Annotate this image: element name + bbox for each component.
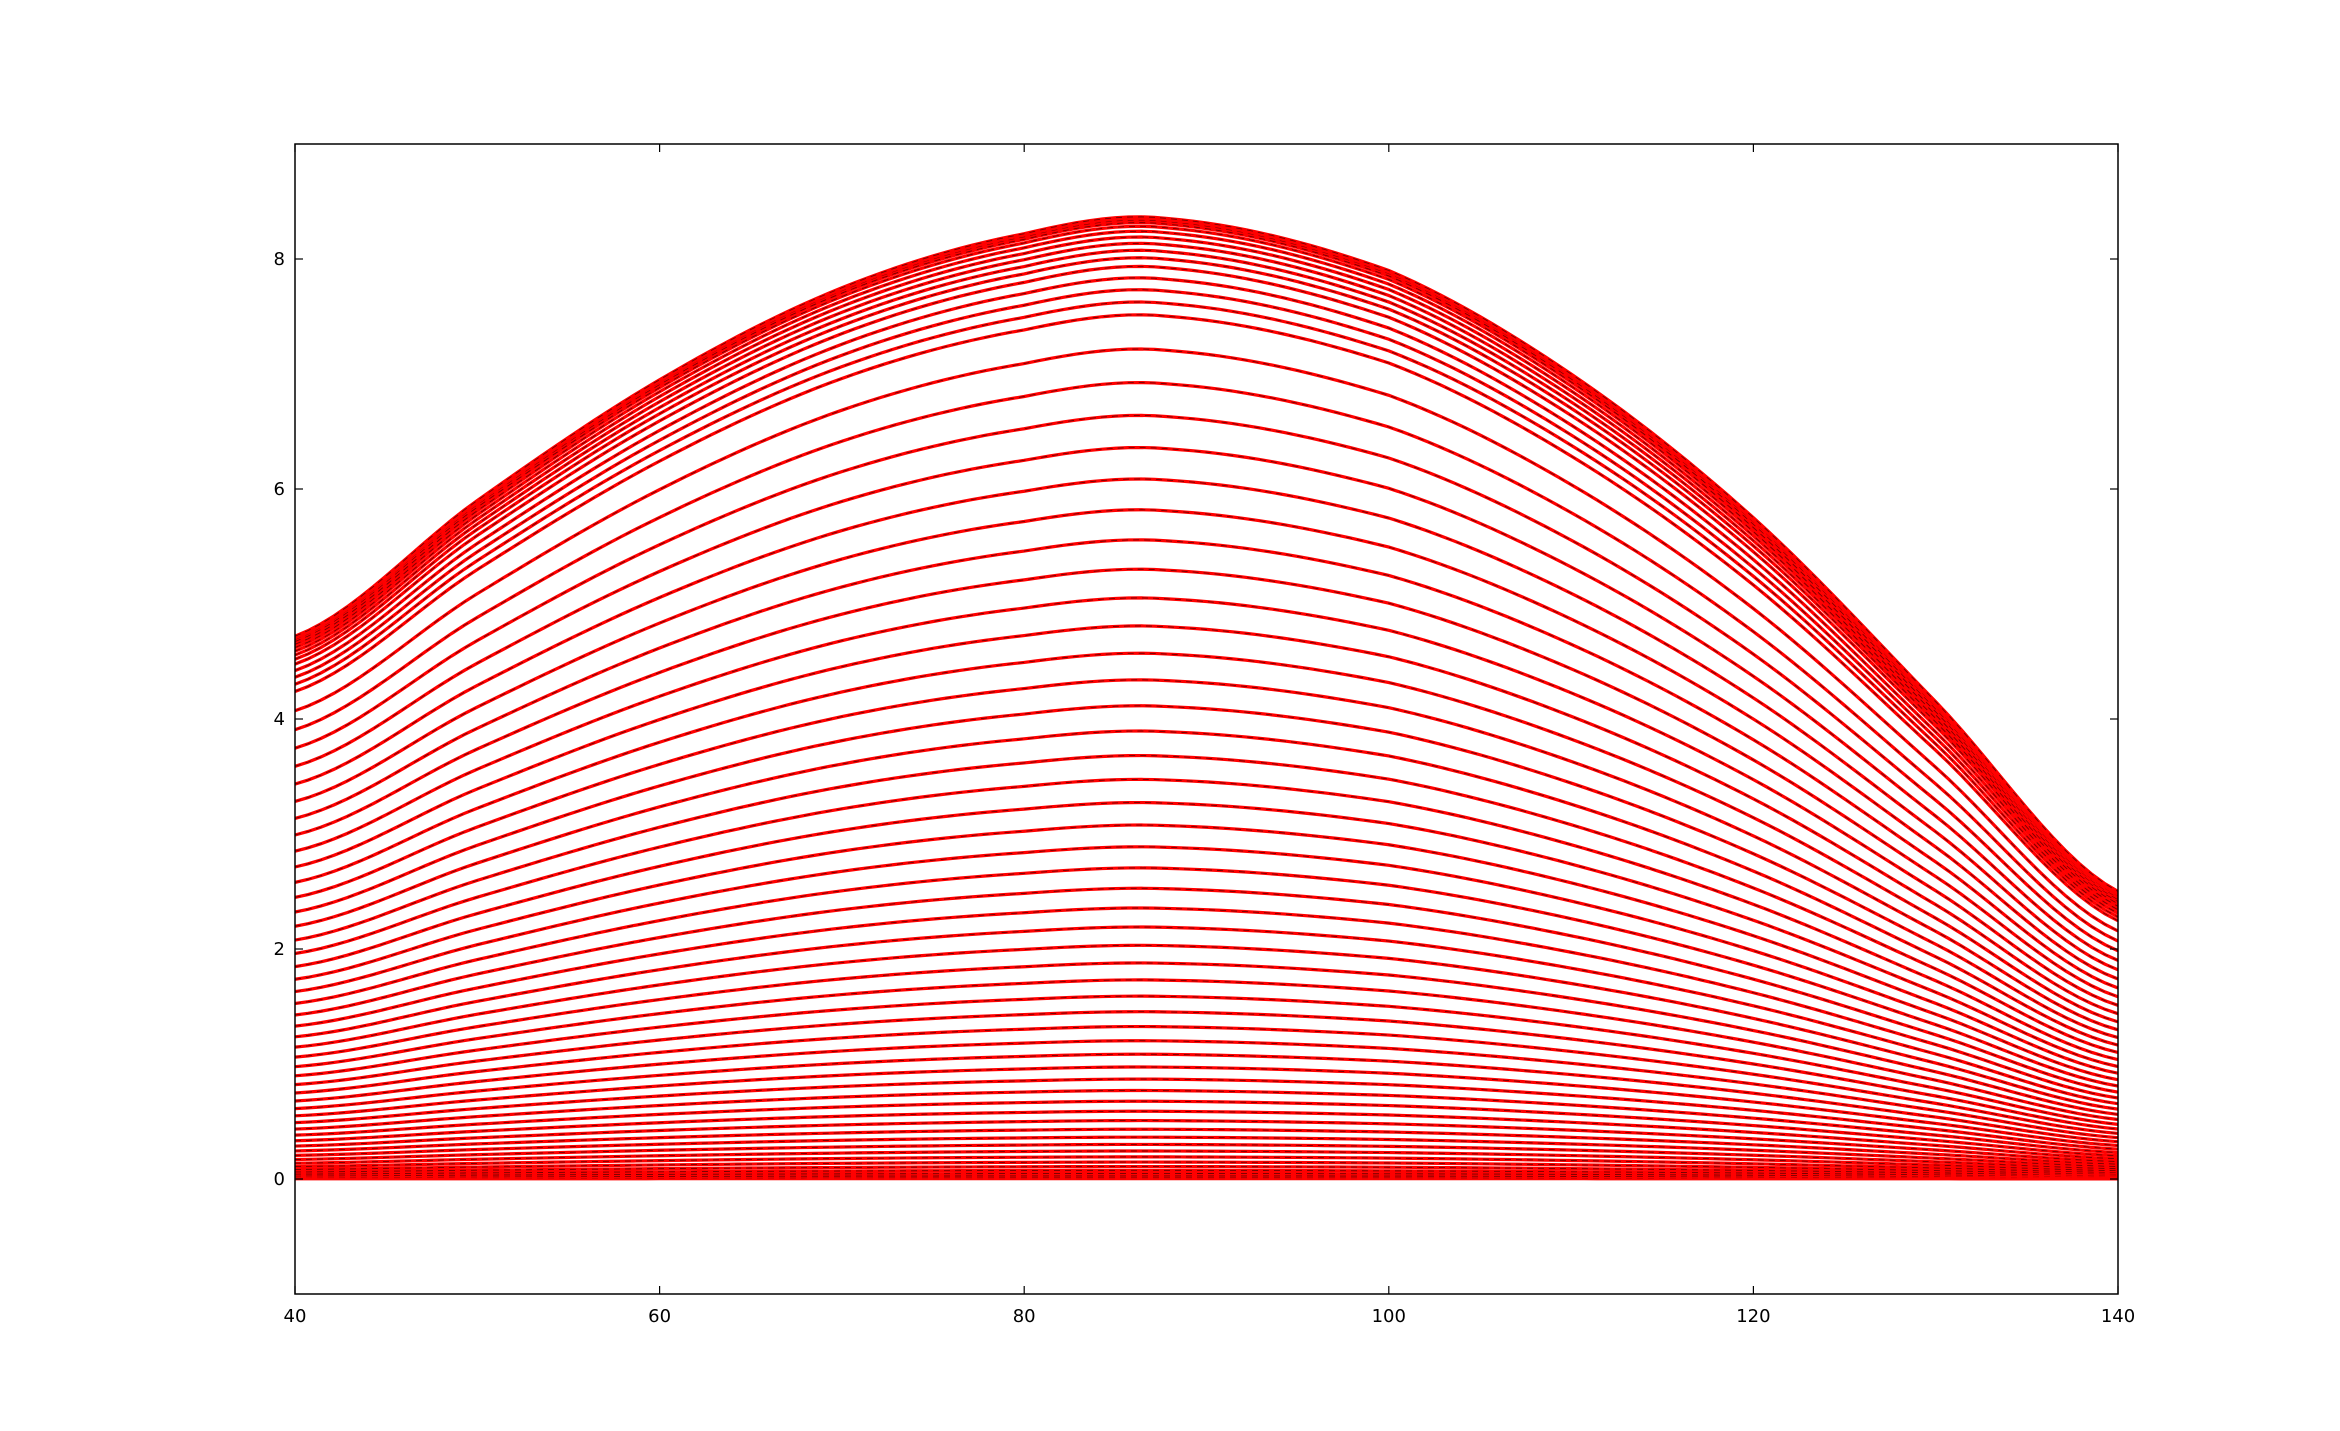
series-dash-25 (295, 962, 2118, 1115)
y-tick-label: 0 (274, 1169, 285, 1190)
x-tick-label: 60 (648, 1306, 671, 1327)
series-dash-32 (295, 824, 2118, 1074)
series-dash-55 (295, 257, 2118, 905)
series-dash-12 (295, 1128, 2118, 1165)
series-dash-16 (295, 1090, 2118, 1154)
series-dash-19 (295, 1053, 2118, 1143)
series-dash-20 (295, 1040, 2118, 1139)
series-dash-18 (295, 1066, 2118, 1146)
series-dash-48 (295, 382, 2118, 942)
series-dash-47 (295, 414, 2118, 952)
series-dash-6 (295, 1166, 2118, 1176)
series-dash-26 (295, 944, 2118, 1110)
x-tick-label: 100 (1372, 1306, 1406, 1327)
series-dash-42 (295, 568, 2118, 998)
series-dash-51 (295, 301, 2118, 918)
x-tick-label: 140 (2101, 1306, 2135, 1327)
series-dash-13 (295, 1120, 2118, 1162)
series-dash-23 (295, 995, 2118, 1125)
series-dash-54 (295, 265, 2118, 907)
series-dash-52 (295, 289, 2118, 914)
series-dash-56 (295, 249, 2118, 902)
x-axis: 40 60 80 100 120 140 (284, 144, 2135, 1327)
series-dash-17 (295, 1078, 2118, 1150)
series-dash-5 (295, 1169, 2118, 1177)
series-dash-15 (295, 1100, 2118, 1157)
series-dash-39 (295, 652, 2118, 1023)
y-axis: 0 2 4 6 8 (274, 249, 2118, 1190)
series-dash-49 (295, 348, 2118, 932)
series-dash-41 (295, 597, 2118, 1006)
series-dash-60 (295, 225, 2118, 895)
series-line-59 (295, 229, 2118, 898)
series-dash-9 (295, 1150, 2118, 1172)
series-dash-38 (295, 679, 2118, 1031)
series-dash-40 (295, 625, 2118, 1015)
series-dash-46 (295, 447, 2118, 961)
series-dash-65 (295, 216, 2118, 892)
series-dash-45 (295, 478, 2118, 971)
series-dash-29 (295, 887, 2118, 1093)
series-dash-37 (295, 705, 2118, 1039)
y-tick-label: 4 (274, 709, 285, 730)
series-dash-33 (295, 802, 2118, 1067)
series-dash-10 (295, 1143, 2118, 1170)
y-tick-label: 8 (274, 249, 285, 270)
series-dash-31 (295, 846, 2118, 1081)
series-dash-30 (295, 867, 2118, 1087)
series-group (295, 215, 2118, 1181)
series-dash-53 (295, 277, 2118, 911)
series-dash-21 (295, 1026, 2118, 1134)
series-dash-35 (295, 755, 2118, 1053)
series-dash-58 (295, 236, 2118, 898)
series-dash-44 (295, 509, 2118, 980)
y-tick-label: 6 (274, 479, 285, 500)
series-dash-57 (295, 242, 2118, 900)
series-dash-14 (295, 1110, 2118, 1160)
x-tick-label: 40 (284, 1306, 307, 1327)
x-tick-label: 120 (1736, 1306, 1770, 1327)
series-dash-4 (295, 1173, 2118, 1178)
series-dash-36 (295, 730, 2118, 1046)
series-line-34 (295, 777, 2118, 1062)
series-dash-8 (295, 1156, 2118, 1173)
series-dash-27 (295, 926, 2118, 1105)
series-dash-43 (295, 539, 2118, 989)
series-dash-50 (295, 314, 2118, 922)
y-tick-label: 2 (274, 939, 285, 960)
series-dash-7 (295, 1161, 2118, 1175)
series-dash-11 (295, 1136, 2118, 1167)
series-dash-24 (295, 979, 2118, 1120)
x-tick-label: 80 (1013, 1306, 1036, 1327)
series-dash-22 (295, 1011, 2118, 1130)
series-dash-28 (295, 907, 2118, 1099)
